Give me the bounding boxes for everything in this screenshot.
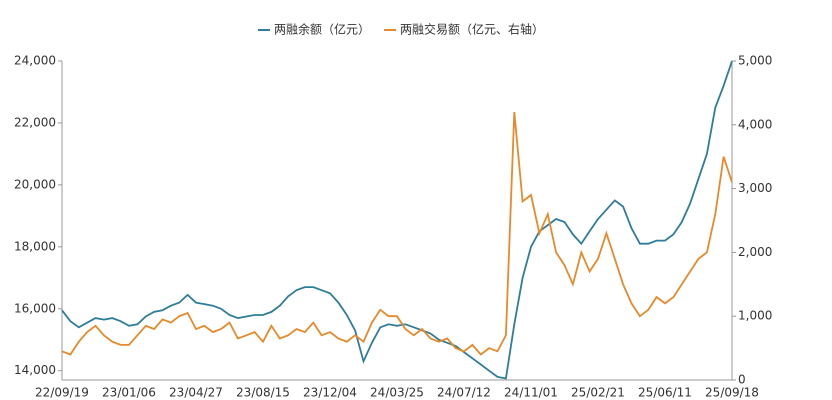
y-tick-label: 20,000 (14, 177, 56, 191)
x-tick-label: 25/09/18 (705, 386, 759, 400)
y-tick-label: 16,000 (14, 301, 56, 315)
x-tick-label: 23/01/06 (102, 386, 156, 400)
x-tick-label: 23/12/04 (303, 386, 357, 400)
x-tick-label: 22/09/19 (35, 386, 89, 400)
y-tick-label: 18,000 (14, 239, 56, 253)
legend-label: 两融余额（亿元） (274, 22, 370, 37)
series-line (61, 60, 733, 380)
y2-tick-label: 4,000 (738, 117, 772, 131)
x-tick-label: 24/07/12 (437, 386, 491, 400)
x-tick-label: 24/11/01 (504, 386, 558, 400)
x-tick-label: 23/04/27 (169, 386, 223, 400)
y-tick-label: 14,000 (14, 363, 56, 377)
series-line (61, 111, 733, 356)
y2-tick-label: 5,000 (738, 54, 772, 68)
y-tick-label: 22,000 (14, 115, 56, 129)
x-tick-label: 24/03/25 (370, 386, 424, 400)
y2-tick-label: 2,000 (738, 245, 772, 259)
x-tick-label: 23/08/15 (236, 386, 290, 400)
y2-tick-label: 3,000 (738, 181, 772, 195)
y-tick-label: 24,000 (14, 54, 56, 68)
x-tick-label: 25/06/11 (638, 386, 692, 400)
legend-label: 两融交易额（亿元、右轴） (400, 22, 544, 37)
x-tick-label: 25/02/21 (571, 386, 625, 400)
y2-tick-label: 0 (738, 373, 746, 387)
y2-tick-label: 1,000 (738, 309, 772, 323)
